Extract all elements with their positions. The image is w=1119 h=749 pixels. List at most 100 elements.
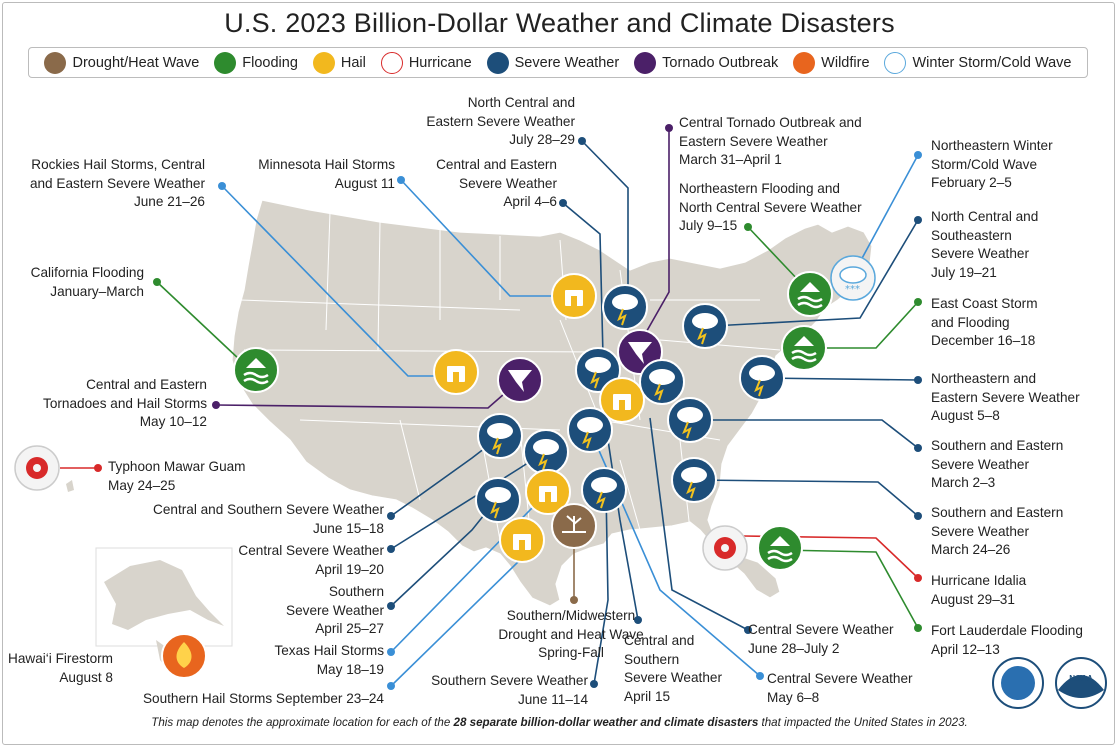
tornado-outbreak-icon [497, 357, 543, 403]
legend-label: Severe Weather [514, 54, 620, 71]
severe-weather-icon [739, 355, 785, 401]
legend-item-winter-storm: Winter Storm/Cold Wave [884, 51, 1071, 74]
alaska-shape [104, 560, 224, 630]
flooding-icon [757, 525, 803, 571]
leader-line [593, 489, 609, 685]
label-central-severe-jun28: Central Severe Weather June 28–July 2 [748, 622, 894, 656]
state-border [519, 429, 531, 531]
leader-line [649, 417, 749, 631]
hail-icon [499, 517, 545, 563]
severe-weather-icon [475, 477, 521, 523]
leader-dot [578, 137, 586, 145]
leader-dot [387, 648, 395, 656]
label-central-eastern-severe: Central and Eastern Severe Weather April… [436, 157, 557, 209]
label-ne-eastern-severe-aug: Northeastern and Eastern Severe Weather … [931, 371, 1080, 423]
department-of-commerce-seal-inner [1001, 666, 1035, 700]
leader-dot [634, 616, 642, 624]
hail-icon [525, 469, 571, 515]
leader-line [607, 439, 639, 621]
label-nc-se-severe: North Central and Southeastern Severe We… [931, 209, 1039, 280]
state-border [659, 339, 781, 351]
hurricane-icon [380, 51, 403, 74]
leader-dot [387, 682, 395, 690]
leader-dot [570, 596, 578, 604]
leader-dot [387, 545, 395, 553]
leader-dot [387, 512, 395, 520]
state-border [377, 221, 381, 351]
legend-label: Hurricane [408, 54, 472, 71]
label-east-coast-storm: East Coast Storm and Flooding December 1… [931, 296, 1038, 348]
leader-dot [590, 680, 598, 688]
leader-dot [756, 672, 764, 680]
label-hawaii-firestorm: Hawai‘i Firestorm August 8 [8, 651, 113, 685]
legend-item-wildfire: Wildfire [793, 51, 870, 74]
state-border [619, 459, 641, 531]
label-texas-hail: Texas Hail Storms May 18–19 [274, 643, 384, 677]
label-ne-flooding: Northeastern Flooding and North Central … [679, 181, 862, 233]
legend-item-hail: Hail [312, 51, 366, 74]
state-border [243, 349, 601, 353]
severe-weather-icon [667, 397, 713, 443]
leader-line [693, 479, 919, 517]
legend: Drought/Heat Wave Flooding Hail Hurricane Se… [28, 47, 1088, 78]
leader-dot [914, 512, 922, 520]
wildfire-icon [793, 51, 816, 74]
leader-line [390, 559, 521, 687]
leader-line [156, 281, 241, 361]
legend-label: Tornado Outbreak [662, 54, 779, 71]
leader-dot [559, 199, 567, 207]
state-border [399, 419, 421, 501]
noaa-logo-text: NOAA [1069, 674, 1093, 683]
hail-icon [433, 349, 479, 395]
guam-shape [66, 480, 74, 492]
legend-label: Hail [340, 54, 366, 71]
legend-item-flooding: Flooding [214, 51, 298, 74]
leader-dot [914, 151, 922, 159]
label-rockies-hail: Rockies Hail Storms, Central and Eastern… [29, 157, 205, 209]
leader-line [761, 377, 919, 381]
label-central-eastern-tornadoes: Central and Eastern Tornadoes and Hail S… [43, 377, 207, 429]
winter-storm-icon [884, 51, 907, 74]
legend-label: Flooding [242, 54, 298, 71]
leader-line [562, 202, 604, 357]
legend-item-severe-weather: Severe Weather [486, 51, 620, 74]
leader-dot [218, 182, 226, 190]
label-central-southern-apr15: Central and Southern Severe Weather Apri… [624, 633, 722, 704]
leader-line [859, 154, 919, 263]
hail-icon [599, 377, 645, 423]
tornado-outbreak-icon [634, 51, 657, 74]
hurricane-icon [14, 445, 60, 491]
leader-line [711, 219, 919, 327]
leader-dot [387, 602, 395, 610]
state-border [325, 211, 331, 331]
label-south-eastern-mar2: Southern and Eastern Severe Weather Marc… [931, 438, 1064, 490]
label-central-southern-jun15: Central and Southern Severe Weather June… [153, 502, 384, 536]
legend-item-drought-heat-wave: Drought/Heat Wave [44, 51, 199, 74]
svg-text:***: *** [845, 284, 860, 295]
page-title: U.S. 2023 Billion-Dollar Weather and Cli… [224, 8, 895, 38]
state-border [239, 299, 521, 311]
leader-dot [94, 464, 102, 472]
wildfire-icon [161, 633, 207, 679]
leader-dot [914, 574, 922, 582]
label-southern-hail-sep: Southern Hail Storms September 23–24 [142, 691, 384, 706]
leader-dot [212, 401, 220, 409]
label-central-tornado-outbreak: Central Tornado Outbreak and Eastern Sev… [679, 115, 862, 167]
hail-icon [551, 273, 597, 319]
label-central-severe-may6: Central Severe Weather May 6–8 [767, 671, 913, 705]
flooding-icon [214, 51, 237, 74]
drought-heat-wave-icon [551, 503, 597, 549]
hurricane-icon [702, 525, 748, 571]
leader-line [400, 179, 562, 297]
winter-storm-icon: *** [830, 255, 876, 301]
leader-dot [744, 626, 752, 634]
label-southern-severe-jun11: Southern Severe Weather June 11–14 [431, 673, 588, 707]
leader-dot [397, 176, 405, 184]
severe-weather-icon [477, 413, 523, 459]
severe-weather-icon [671, 457, 717, 503]
leader-line [692, 419, 919, 449]
label-south-eastern-mar24: Southern and Eastern Severe Weather Marc… [931, 505, 1064, 557]
leader-line [581, 140, 629, 287]
